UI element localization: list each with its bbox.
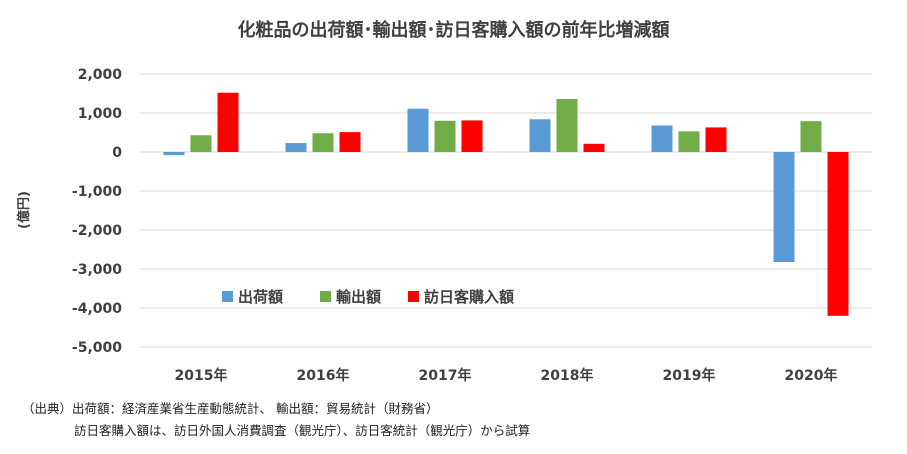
bar bbox=[407, 108, 429, 152]
legend-swatch bbox=[408, 291, 419, 302]
source-line-1: （出典）出荷額：経済産業省生産動態統計、 輸出額：貿易統計（財務省） bbox=[22, 401, 439, 416]
bar bbox=[556, 98, 578, 152]
x-category-label: 2017年 bbox=[419, 367, 472, 384]
y-axis-label: (億円) bbox=[16, 191, 32, 229]
source-line-2: 訪日客購入額は、訪日外国人消費調査（観光庁）、訪日客統計（観光庁）から試算 bbox=[74, 423, 531, 438]
y-tick-label: 2,000 bbox=[78, 67, 123, 83]
legend: 出荷額 輸出額 訪日客購入額 bbox=[222, 288, 514, 306]
bar bbox=[529, 119, 551, 152]
y-tick-label: -1,000 bbox=[72, 184, 122, 200]
chart-title: 化粧品の出荷額･輸出額･訪日客購入額の前年比増減額 bbox=[237, 20, 670, 41]
x-axis-categories: 2015年 2016年 2017年 2018年 2019年 2020年 bbox=[175, 367, 838, 384]
bar bbox=[773, 152, 795, 262]
y-tick-label: -3,000 bbox=[72, 262, 122, 278]
bar bbox=[461, 120, 483, 152]
legend-label: 輸出額 bbox=[336, 288, 381, 306]
legend-swatch bbox=[320, 291, 331, 302]
y-tick-label: -2,000 bbox=[72, 223, 122, 239]
y-axis-ticks: 2,000 1,000 0 -1,000 -2,000 -3,000 -4,000 -5,00… bbox=[72, 67, 122, 356]
y-tick-label: -4,000 bbox=[72, 301, 122, 317]
bar bbox=[285, 143, 307, 152]
bar bbox=[827, 152, 849, 316]
legend-swatch bbox=[222, 291, 233, 302]
bar bbox=[705, 127, 727, 152]
bar bbox=[163, 152, 185, 156]
bar bbox=[800, 121, 822, 152]
bar bbox=[217, 92, 239, 152]
bar bbox=[583, 143, 605, 152]
source-note: （出典）出荷額：経済産業省生産動態統計、 輸出額：貿易統計（財務省） 訪日客購入… bbox=[22, 398, 530, 442]
y-tick-label: 0 bbox=[112, 145, 122, 161]
x-category-label: 2015年 bbox=[175, 367, 228, 384]
bar bbox=[312, 133, 334, 152]
legend-label: 訪日客購入額 bbox=[424, 288, 514, 306]
y-tick-label: -5,000 bbox=[72, 340, 122, 356]
legend-label: 出荷額 bbox=[238, 288, 283, 306]
gridlines bbox=[140, 73, 872, 348]
bar bbox=[434, 120, 456, 152]
bar bbox=[339, 132, 361, 152]
bar bbox=[651, 125, 673, 152]
y-tick-label: 1,000 bbox=[78, 106, 123, 122]
bars bbox=[163, 92, 849, 316]
bar bbox=[678, 131, 700, 152]
x-category-label: 2018年 bbox=[541, 367, 594, 384]
bar bbox=[190, 135, 212, 152]
x-category-label: 2019年 bbox=[663, 367, 716, 384]
x-category-label: 2020年 bbox=[785, 367, 838, 384]
x-category-label: 2016年 bbox=[297, 367, 350, 384]
